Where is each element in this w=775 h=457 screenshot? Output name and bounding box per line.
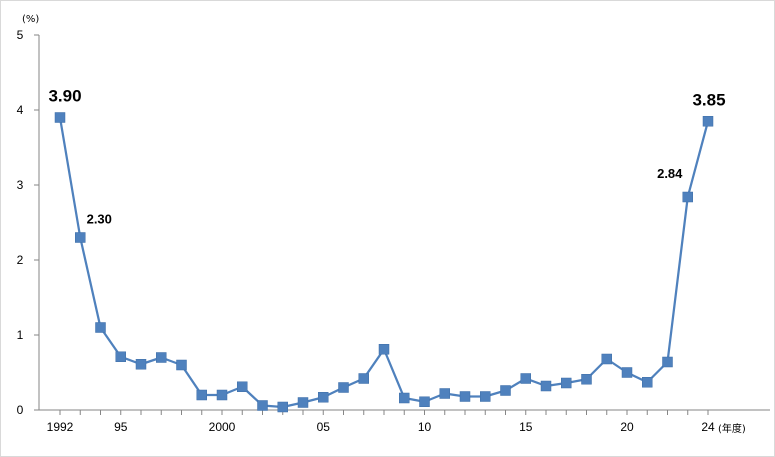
data-point-marker xyxy=(95,322,106,333)
data-point-marker xyxy=(318,392,329,403)
data-point-marker xyxy=(115,351,126,362)
x-tick-label: 24 xyxy=(701,420,715,434)
data-point-marker xyxy=(297,397,309,408)
data-point-marker xyxy=(237,381,248,392)
x-tick-label: 2000 xyxy=(209,420,236,434)
data-point-marker xyxy=(520,373,531,384)
data-label: 2.84 xyxy=(657,166,683,181)
data-point-marker xyxy=(216,389,228,401)
y-tick-label: 5 xyxy=(17,28,24,42)
data-point-marker xyxy=(135,359,147,370)
data-point-marker xyxy=(176,359,187,371)
data-point-marker xyxy=(196,389,207,401)
series-markers xyxy=(54,112,714,413)
data-point-marker xyxy=(581,374,592,385)
x-tick-label: 1992 xyxy=(47,420,74,434)
x-tick-label: 15 xyxy=(519,420,533,434)
data-point-marker xyxy=(642,377,653,388)
data-point-marker xyxy=(702,116,714,127)
data-point-marker xyxy=(540,380,552,392)
data-point-marker xyxy=(601,353,612,365)
data-labels: 3.90 2.30 2.84 3.85 xyxy=(48,87,725,227)
data-point-marker xyxy=(459,391,471,402)
data-point-marker xyxy=(156,352,167,363)
x-tick-labels: 1992 95 2000 05 10 15 20 24 xyxy=(47,410,715,434)
data-label: 3.90 xyxy=(48,87,81,106)
data-point-marker xyxy=(378,344,390,355)
data-point-marker xyxy=(439,388,450,399)
data-label: 3.85 xyxy=(692,90,725,109)
data-point-marker xyxy=(54,112,66,123)
x-tick-label: 20 xyxy=(620,420,634,434)
data-point-marker xyxy=(682,191,693,203)
y-tick-label: 4 xyxy=(17,103,24,117)
y-tick-label: 3 xyxy=(17,178,24,192)
data-point-marker xyxy=(621,367,633,378)
axes xyxy=(38,35,770,411)
x-unit-label: (年度) xyxy=(718,422,746,435)
data-point-marker xyxy=(399,392,410,404)
data-point-marker xyxy=(257,400,268,411)
x-tick-label: 05 xyxy=(317,420,331,434)
y-tick-labels: 0 1 2 3 4 5 xyxy=(17,28,39,417)
data-point-marker xyxy=(662,356,673,368)
data-point-marker xyxy=(480,391,491,402)
data-point-marker xyxy=(358,373,369,384)
data-point-marker xyxy=(500,385,511,396)
x-tick-label: 10 xyxy=(418,420,432,434)
data-point-marker xyxy=(277,401,288,413)
data-point-marker xyxy=(419,396,430,407)
data-point-marker xyxy=(338,382,349,393)
y-tick-label: 1 xyxy=(17,328,24,342)
y-tick-label: 2 xyxy=(17,253,24,267)
y-tick-label: 0 xyxy=(17,403,24,417)
data-label: 2.30 xyxy=(87,212,112,227)
data-point-marker xyxy=(561,377,572,389)
x-tick-label: 95 xyxy=(114,420,128,434)
data-point-marker xyxy=(75,232,86,243)
y-unit-label: (%) xyxy=(22,14,39,25)
